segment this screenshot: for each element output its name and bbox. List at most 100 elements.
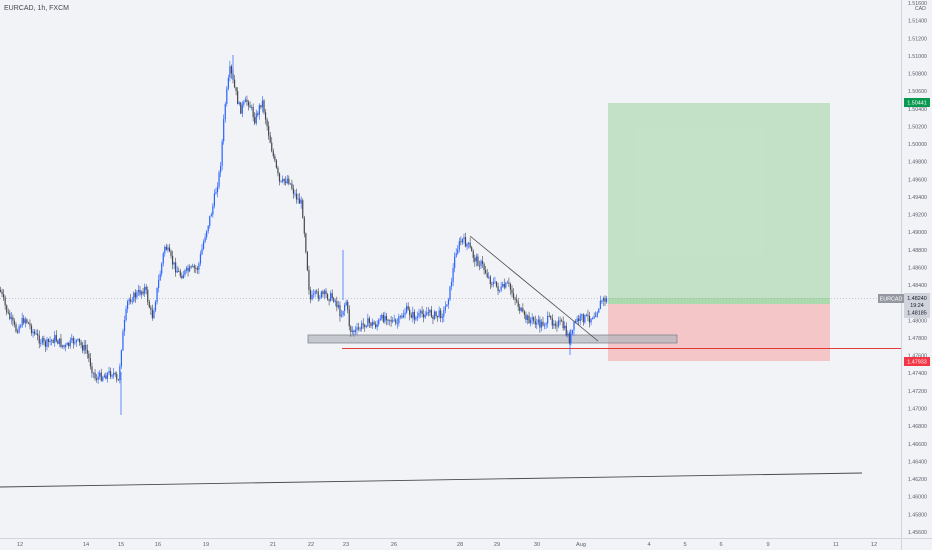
candle-body [471,247,473,252]
y-tick-label: 1.48000 [908,318,927,324]
x-tick-label: 30 [534,542,540,548]
candle-body [499,290,501,292]
long-position-tool[interactable] [608,103,830,361]
candle-body [472,251,474,258]
candle-body [387,319,389,321]
x-tick-label: 12 [17,542,23,548]
x-tick-label: 29 [494,542,500,548]
currency-label: CAD [915,6,926,12]
candle-body [511,289,513,294]
candle-body [215,192,217,194]
candle-body [162,253,164,264]
candle-body [35,333,37,335]
candle-body [283,179,285,182]
candle-body [43,338,45,342]
candle-body [55,335,57,341]
candle-body [109,371,112,377]
candle-body [0,290,2,292]
candle-body [82,345,84,351]
candle-body [421,310,423,315]
candle-body [280,181,282,182]
candle-body [223,118,225,142]
loss-zone[interactable] [608,304,830,361]
candle-body [348,309,350,327]
candle-body [365,326,367,328]
candle-body [469,242,471,248]
candle-body [492,282,494,285]
trend-line-long-term[interactable] [0,472,863,488]
candle-body [361,323,363,329]
candle-body [415,317,417,320]
candle-body [199,254,202,264]
candle-body [333,298,335,302]
candle-body [252,107,254,118]
trend-line-descending[interactable] [469,235,599,342]
candle-body [71,338,73,341]
y-tick-label: 1.48800 [908,248,927,254]
x-tick-label: 6 [719,542,722,548]
candle-body [466,243,468,247]
candle-body [528,315,530,324]
candle-body [595,316,597,318]
candle-body [46,339,48,347]
candle-body [543,324,546,326]
candle-body [145,286,147,290]
symbol-tag-badge [878,294,904,303]
candle-body [557,320,560,327]
candle-body [44,341,47,347]
y-tick-label: 1.50800 [908,72,927,78]
candle-body [602,297,605,301]
candle-body [1,291,3,295]
candle-body [282,179,284,182]
candle-body [506,282,508,284]
y-tick-label: 1.51200 [908,36,927,42]
candle-body [350,326,352,332]
x-axis[interactable]: 12 14 15 16 19 21 22 23 26 28 29 30 Aug 4 5 6 9 11 12 [17,542,877,548]
candle-body [592,318,594,319]
candle-body [291,183,293,189]
candle-body [571,330,574,334]
y-axis[interactable]: 1.51600 1.51400 1.51200 1.51000 1.50800 1.506… [908,1,927,536]
support-zone-rectangle[interactable] [307,334,678,344]
candle-body [246,99,248,102]
candle-body [21,318,23,327]
candle-body [247,101,250,106]
candle-body [401,316,403,318]
candle-body [275,160,277,168]
candle-body [491,284,493,285]
y-tick-label: 1.49200 [908,213,927,219]
candle-body [175,262,177,273]
candle-body [114,372,116,374]
candle-body [153,310,155,319]
candle-body [435,311,437,316]
candle-body [274,156,276,161]
candle-body [181,276,183,279]
candle-body [20,326,22,328]
profit-zone[interactable] [608,103,830,298]
candle-body [351,330,353,332]
candle-body [165,246,167,250]
candle-body [257,113,259,115]
candle-body [237,91,239,104]
candle-body [171,255,174,265]
candle-body [130,299,132,302]
candle-body [481,260,484,264]
candle-body [88,353,90,359]
candle-body [136,292,138,298]
x-tick-label: 15 [118,542,124,548]
candle-body [80,342,82,345]
y-tick-label: 1.48400 [908,283,927,289]
candle-body [209,216,211,226]
candle-body [585,314,587,316]
candle-body [530,319,532,324]
candle-body [477,256,479,266]
candle-body [402,315,405,318]
y-tick-label: 1.45600 [908,530,927,536]
candle-body [564,325,566,329]
candle-body [190,266,192,268]
candle-body [373,322,375,325]
candle-body [254,117,256,124]
countdown-text: 19:24 [910,303,924,309]
